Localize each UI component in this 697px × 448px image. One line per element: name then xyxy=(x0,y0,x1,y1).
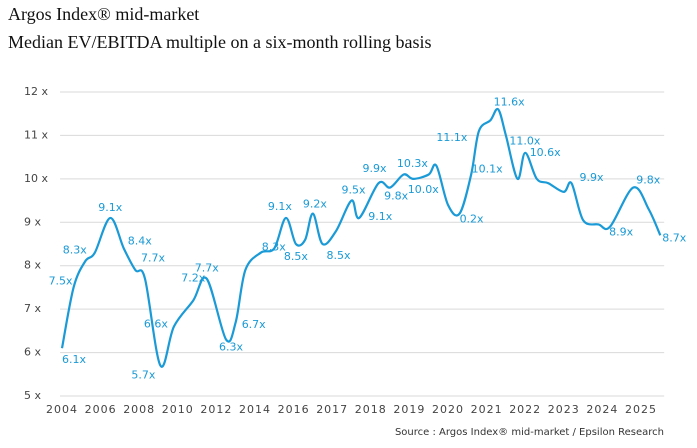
value-label: 9.1x xyxy=(368,210,392,223)
x-tick-label: 2004 xyxy=(46,403,78,416)
x-tick-label: 2016 xyxy=(278,403,310,416)
value-label: 9.1x xyxy=(98,201,122,214)
y-tick-label: 9 x xyxy=(24,215,41,228)
y-tick-label: 8 x xyxy=(24,259,41,272)
value-label: 8.3x xyxy=(262,241,286,254)
value-label: 10.1x xyxy=(472,163,503,176)
value-label: 11.6x xyxy=(494,95,525,108)
y-tick-label: 12 x xyxy=(24,85,48,98)
source-note: Source : Argos Index® mid-market / Epsil… xyxy=(395,427,664,438)
value-label: 8.4x xyxy=(128,234,152,247)
value-label: 9.9x xyxy=(363,162,387,175)
value-label: 6.3x xyxy=(219,341,243,354)
chart-subtitle: Median EV/EBITDA multiple on a six-month… xyxy=(8,32,431,52)
y-tick-label: 7 x xyxy=(24,302,41,315)
value-label: 8.5x xyxy=(327,249,351,262)
y-tick-label: 6 x xyxy=(24,346,41,359)
value-label: 6.1x xyxy=(62,353,86,366)
value-label: 7.7x xyxy=(195,262,219,275)
value-label: 10.0x xyxy=(408,183,439,196)
value-label: 9.2x xyxy=(303,198,327,211)
x-tick-label: 2022 xyxy=(509,403,541,416)
value-label: 9.8x xyxy=(384,190,408,203)
value-label: 7.5x xyxy=(49,274,73,287)
x-tick-label: 2021 xyxy=(471,403,503,416)
y-tick-label: 11 x xyxy=(24,128,48,141)
value-label: 10.3x xyxy=(397,157,428,170)
x-tick-label: 2008 xyxy=(123,403,155,416)
chart-title: Argos Index® mid-market xyxy=(8,4,199,24)
x-tick-label: 2018 xyxy=(355,403,387,416)
value-label: 9.1x xyxy=(268,200,292,213)
value-label: 0.2x xyxy=(460,213,484,226)
value-label: 8.9x xyxy=(609,226,633,239)
value-label: 10.6x xyxy=(530,146,561,159)
x-tick-label: 2006 xyxy=(85,403,117,416)
value-label: 11.0x xyxy=(509,134,540,147)
x-tick-label: 2017 xyxy=(316,403,348,416)
y-tick-label: 10 x xyxy=(24,172,48,185)
value-label: 9.9x xyxy=(580,171,604,184)
x-tick-label: 2010 xyxy=(162,403,194,416)
x-tick-label: 2012 xyxy=(200,403,232,416)
value-label: 8.5x xyxy=(284,250,308,263)
value-label: 7.2x xyxy=(181,271,205,284)
value-label: 11.1x xyxy=(436,131,467,144)
x-tick-label: 2019 xyxy=(393,403,425,416)
value-label: 8.7x xyxy=(662,231,686,244)
value-label: 5.7x xyxy=(131,369,155,382)
value-label: 9.8x xyxy=(636,174,660,187)
x-tick-label: 2023 xyxy=(548,403,580,416)
y-tick-label: 5 x xyxy=(24,389,41,402)
value-label: 6.7x xyxy=(242,318,266,331)
line-series xyxy=(60,107,662,368)
value-label: 8.3x xyxy=(63,244,87,257)
x-tick-label: 2020 xyxy=(432,403,464,416)
value-label: 9.5x xyxy=(341,184,365,197)
value-label: 6.6x xyxy=(144,318,168,331)
x-tick-label: 2014 xyxy=(239,403,271,416)
x-tick-label: 2024 xyxy=(586,403,618,416)
value-label: 7.7x xyxy=(141,252,165,265)
x-tick-label: 2025 xyxy=(625,403,657,416)
